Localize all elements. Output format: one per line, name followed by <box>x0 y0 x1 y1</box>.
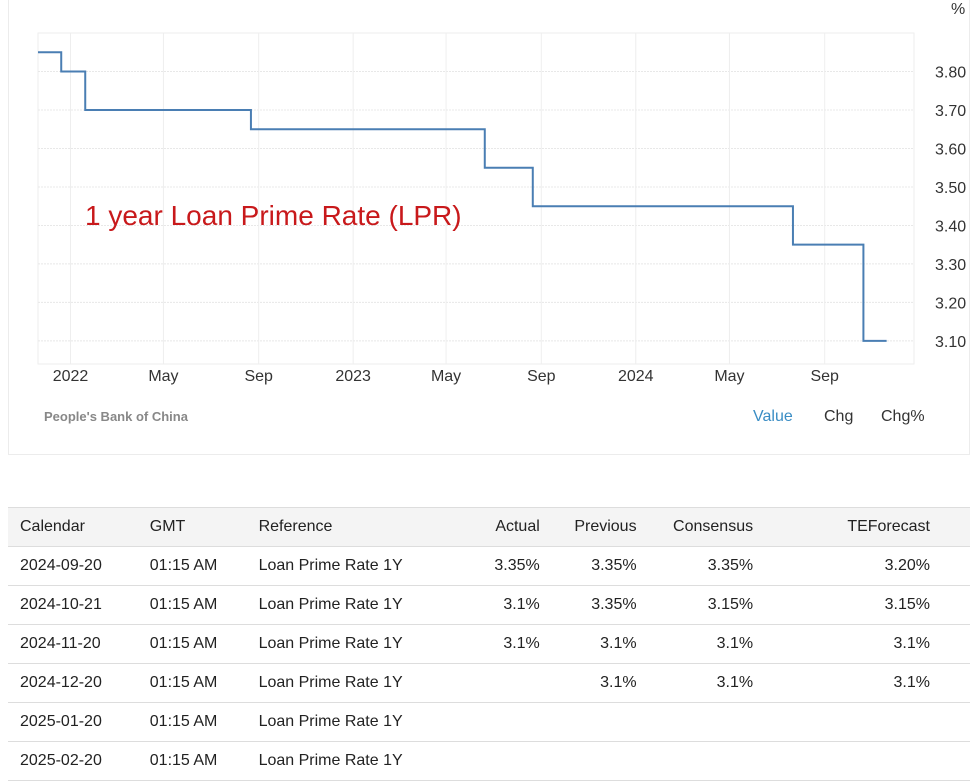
table-cell-calendar: 2024-09-20 <box>8 546 150 586</box>
y-tick-label: 3.60 <box>935 141 966 158</box>
x-tick-label: Sep <box>244 368 273 385</box>
table-cell-previous: 3.35% <box>539 585 637 625</box>
table-cell-gmt: 01:15 AM <box>149 624 259 664</box>
table-cell-actual <box>451 702 540 742</box>
unit-label: % <box>951 1 965 18</box>
plot-area <box>37 32 915 365</box>
table-cell-previous <box>539 702 637 742</box>
table-cell-calendar: 2024-12-20 <box>8 663 150 703</box>
calendar-table: Calendar GMT Reference Actual Previous Consen… <box>8 507 970 781</box>
series-line <box>38 51 887 342</box>
y-tick-label: 3.50 <box>935 180 966 197</box>
chart-annotation: 1 year Loan Prime Rate (LPR) <box>85 200 462 231</box>
table-cell-previous: 3.1% <box>539 663 637 703</box>
y-tick-label: 3.30 <box>935 257 966 274</box>
table-cell-teforecast: 3.15% <box>753 585 970 625</box>
x-tick-label: Sep <box>527 368 556 385</box>
table-cell-consensus <box>636 741 754 781</box>
x-tick-label: May <box>148 368 178 385</box>
table-cell-actual: 3.1% <box>451 585 540 625</box>
table-cell-gmt: 01:15 AM <box>149 585 259 625</box>
y-tick-label: 3.80 <box>935 64 966 81</box>
table-cell-consensus: 3.35% <box>636 546 754 586</box>
column-header: GMT <box>149 507 259 547</box>
table-cell-calendar: 2025-01-20 <box>8 702 150 742</box>
column-header: Actual <box>451 507 540 547</box>
table-header-row: Calendar GMT Reference Actual Previous Consen… <box>8 507 970 547</box>
table-cell-actual: 3.1% <box>451 624 540 664</box>
table-cell-teforecast <box>753 741 970 781</box>
table-row: 2024-09-20 01:15 AM Loan Prime Rate 1Y 3.35… <box>8 546 970 586</box>
x-tick-label: May <box>714 368 744 385</box>
table-cell-reference: Loan Prime Rate 1Y <box>258 741 452 781</box>
column-header: Previous <box>539 507 637 547</box>
table-cell-reference: Loan Prime Rate 1Y <box>258 702 452 742</box>
chg-mode-button[interactable]: Chg <box>824 408 854 425</box>
table-row: 2025-01-20 01:15 AM Loan Prime Rate 1Y <box>8 702 970 742</box>
x-tick-label: 2023 <box>335 368 371 385</box>
x-tick-label: 2022 <box>53 368 89 385</box>
table-cell-actual <box>451 663 540 703</box>
table-cell-teforecast: 3.1% <box>753 624 970 664</box>
table-cell-calendar: 2024-10-21 <box>8 585 150 625</box>
y-tick-label: 3.70 <box>935 103 966 120</box>
chg-percent-mode-button[interactable]: Chg% <box>881 408 925 425</box>
x-tick-label: Sep <box>810 368 839 385</box>
table-row: 2024-10-21 01:15 AM Loan Prime Rate 1Y 3.1%… <box>8 585 970 625</box>
table-cell-gmt: 01:15 AM <box>149 663 259 703</box>
table-cell-reference: Loan Prime Rate 1Y <box>258 546 452 586</box>
x-tick-label: May <box>431 368 461 385</box>
column-header: Reference <box>258 507 452 547</box>
table-cell-teforecast: 3.20% <box>753 546 970 586</box>
chart-panel: 3.80 3.70 3.60 3.50 3.40 3.30 3.20 3.10% 2022 May… <box>8 0 970 455</box>
table-row: 2024-11-20 01:15 AM Loan Prime Rate 1Y 3.1%… <box>8 624 970 664</box>
table-cell-reference: Loan Prime Rate 1Y <box>258 663 452 703</box>
table-cell-previous: 3.1% <box>539 624 637 664</box>
table-cell-consensus <box>636 702 754 742</box>
source-label: People's Bank of China <box>44 409 188 424</box>
table-cell-consensus: 3.1% <box>636 624 754 664</box>
y-tick-label: 3.10 <box>935 334 966 351</box>
column-header: Consensus <box>636 507 754 547</box>
table-cell-teforecast <box>753 702 970 742</box>
x-tick-label: 2024 <box>618 368 654 385</box>
column-header: TEForecast <box>753 507 970 547</box>
value-mode-button[interactable]: Value <box>753 408 793 425</box>
table-cell-reference: Loan Prime Rate 1Y <box>258 624 452 664</box>
table-cell-calendar: 2024-11-20 <box>8 624 150 664</box>
table-row: 2025-02-20 01:15 AM Loan Prime Rate 1Y <box>8 741 970 781</box>
table-cell-consensus: 3.15% <box>636 585 754 625</box>
table-cell-gmt: 01:15 AM <box>149 546 259 586</box>
table-cell-consensus: 3.1% <box>636 663 754 703</box>
table-cell-previous <box>539 741 637 781</box>
table-cell-calendar: 2025-02-20 <box>8 741 150 781</box>
table-cell-gmt: 01:15 AM <box>149 741 259 781</box>
table-cell-reference: Loan Prime Rate 1Y <box>258 585 452 625</box>
table-cell-actual: 3.35% <box>451 546 540 586</box>
lpr-chart: 3.80 3.70 3.60 3.50 3.40 3.30 3.20 3.10% 2022 May… <box>37 1 966 385</box>
column-header: Calendar <box>8 507 150 547</box>
y-tick-label: 3.20 <box>935 295 966 312</box>
table-cell-gmt: 01:15 AM <box>149 702 259 742</box>
table-cell-actual <box>451 741 540 781</box>
table-cell-previous: 3.35% <box>539 546 637 586</box>
table-row: 2024-12-20 01:15 AM Loan Prime Rate 1Y 3.1%… <box>8 663 970 703</box>
y-tick-label: 3.40 <box>935 218 966 235</box>
table-cell-teforecast: 3.1% <box>753 663 970 703</box>
